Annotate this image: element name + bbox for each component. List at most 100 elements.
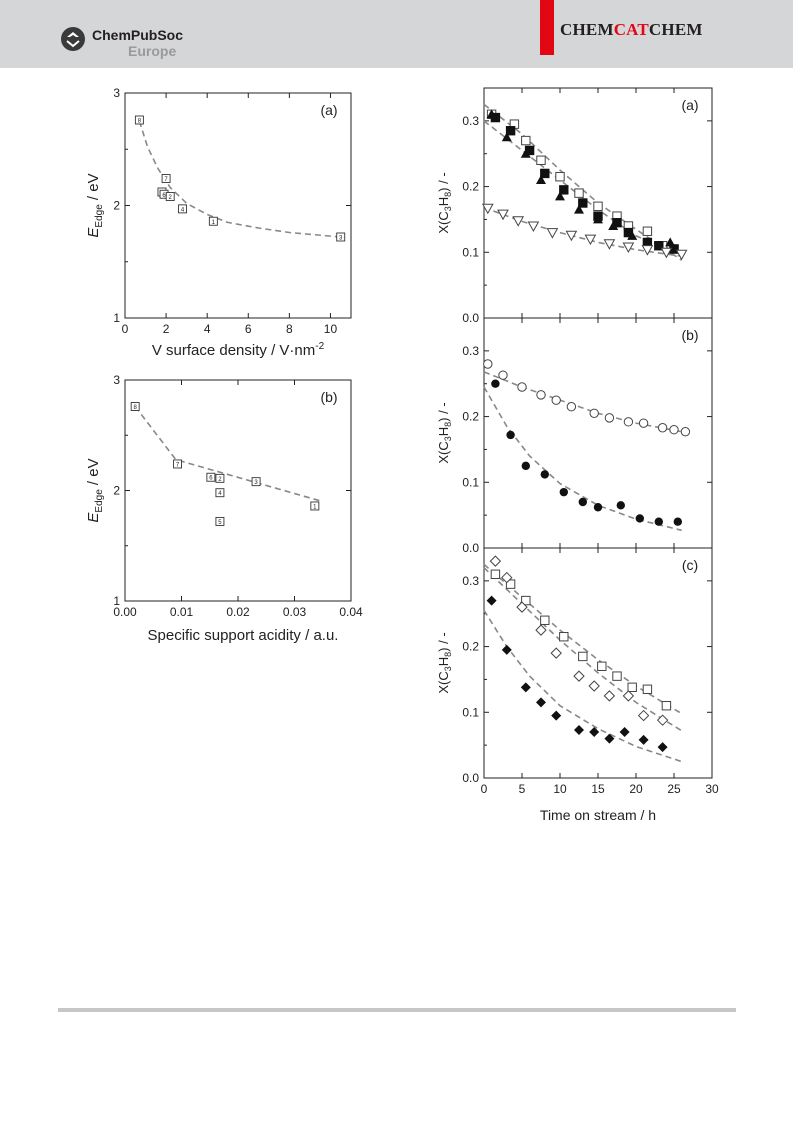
x-tick-label: 0.03: [283, 605, 307, 619]
data-point: [574, 188, 584, 198]
x-tick-label: 20: [629, 782, 643, 796]
fit-curve: [483, 103, 683, 261]
y-tick-label: 0.1: [462, 475, 479, 489]
plot-frame: [483, 317, 713, 549]
data-point: [584, 234, 597, 246]
data-point: [555, 191, 565, 201]
journal-title: CHEMCATCHEM: [560, 20, 703, 39]
point-label: 7: [176, 462, 180, 468]
y-tick-label: 0.2: [462, 180, 479, 194]
fit-curve: [483, 567, 683, 732]
point-label: 6: [162, 193, 166, 199]
y-tick-label: 0.3: [462, 344, 479, 358]
data-point: [520, 682, 531, 693]
publisher-name: ChemPubSoc: [92, 27, 184, 43]
chart-panel-3: (a) 0.0 0.1 0.2 0.3 X(C3H8) / -: [436, 87, 713, 325]
x-tick-label: 0: [481, 782, 488, 796]
y-tick-label: 3: [113, 373, 120, 387]
data-point: [589, 408, 599, 418]
panel-label: (a): [681, 97, 698, 113]
data-point: [546, 228, 559, 239]
data-point: [578, 198, 588, 208]
data-point: [540, 470, 549, 479]
data-point: [535, 624, 547, 636]
series-open-triangle-down: [481, 203, 688, 261]
data-point: [656, 714, 669, 726]
data-point: [675, 249, 688, 261]
data-point: [506, 430, 515, 440]
journal-header: ChemPubSoc Europe CHEMCATCHEM: [0, 0, 793, 68]
data-point: [540, 168, 550, 179]
data-point: [165, 192, 175, 201]
data-point: [642, 684, 653, 694]
data-point: [521, 595, 531, 606]
y-tick-label: 0.2: [462, 640, 479, 654]
data-point: [593, 214, 603, 224]
panel-label: (a): [320, 102, 337, 118]
y-tick-label: 0.0: [462, 771, 479, 785]
x-axis-label: Specific support acidity / a.u.: [148, 627, 339, 644]
data-point: [517, 382, 527, 392]
series-open-diamond: [489, 555, 669, 726]
point-label: 4: [181, 207, 185, 213]
data-point: [604, 413, 615, 423]
y-tick-label: 0.1: [462, 245, 479, 259]
data-point: [589, 727, 600, 737]
accent-bar: [540, 0, 554, 55]
data-point: [680, 426, 691, 437]
x-tick-label: 0.01: [170, 605, 194, 619]
data-point: [661, 701, 672, 711]
data-point: [593, 503, 603, 512]
data-point: [642, 226, 653, 236]
data-point: [536, 390, 546, 400]
x-tick-label: 10: [324, 322, 338, 336]
data-point: [178, 204, 187, 214]
data-point: [603, 690, 616, 702]
data-point: [489, 555, 502, 567]
data-point: [134, 115, 144, 125]
point-label: 8: [138, 119, 142, 125]
data-point: [593, 201, 603, 211]
data-point: [310, 501, 320, 511]
point-label: 2: [218, 477, 222, 483]
x-tick-label: 6: [245, 322, 252, 336]
chart-panel-1: (a) 1 2 3 0 2 4 6 8 10 V surface density / V·nm-2 E…: [85, 86, 352, 359]
data-point: [521, 135, 531, 146]
data-point: [336, 232, 346, 242]
data-point: [627, 682, 637, 693]
point-label: 1: [313, 504, 317, 510]
data-point: [173, 459, 182, 469]
data-point: [573, 670, 585, 682]
x-tick-label: 0.04: [339, 605, 363, 619]
data-point: [512, 216, 525, 227]
data-point: [565, 230, 578, 242]
data-point: [161, 174, 171, 183]
data-point: [208, 216, 218, 226]
data-point: [536, 697, 546, 708]
data-point: [483, 359, 493, 369]
data-point: [566, 402, 577, 412]
data-point: [578, 497, 587, 507]
series-open-circle: [483, 359, 691, 437]
data-point: [616, 501, 625, 510]
data-point: [660, 247, 673, 259]
y-tick-label: 0.3: [462, 574, 479, 588]
data-point: [486, 595, 497, 606]
data-point: [550, 647, 562, 659]
data-point: [638, 734, 649, 745]
series-filled-diamond: [486, 595, 668, 753]
data-point: [536, 175, 546, 184]
footer-rule: [58, 1008, 736, 1012]
x-tick-label: 10: [553, 782, 567, 796]
data-point: [635, 514, 644, 523]
chempubsoc-logo-icon: [61, 27, 85, 51]
data-point: [559, 632, 569, 642]
publisher-region: Europe: [128, 43, 177, 59]
fit-curve: [483, 386, 682, 532]
fit-curve: [483, 371, 682, 433]
data-point: [622, 690, 635, 702]
x-axis-label: Time on stream / h: [540, 807, 656, 823]
data-point: [215, 473, 225, 483]
point-label: 1: [212, 220, 216, 226]
